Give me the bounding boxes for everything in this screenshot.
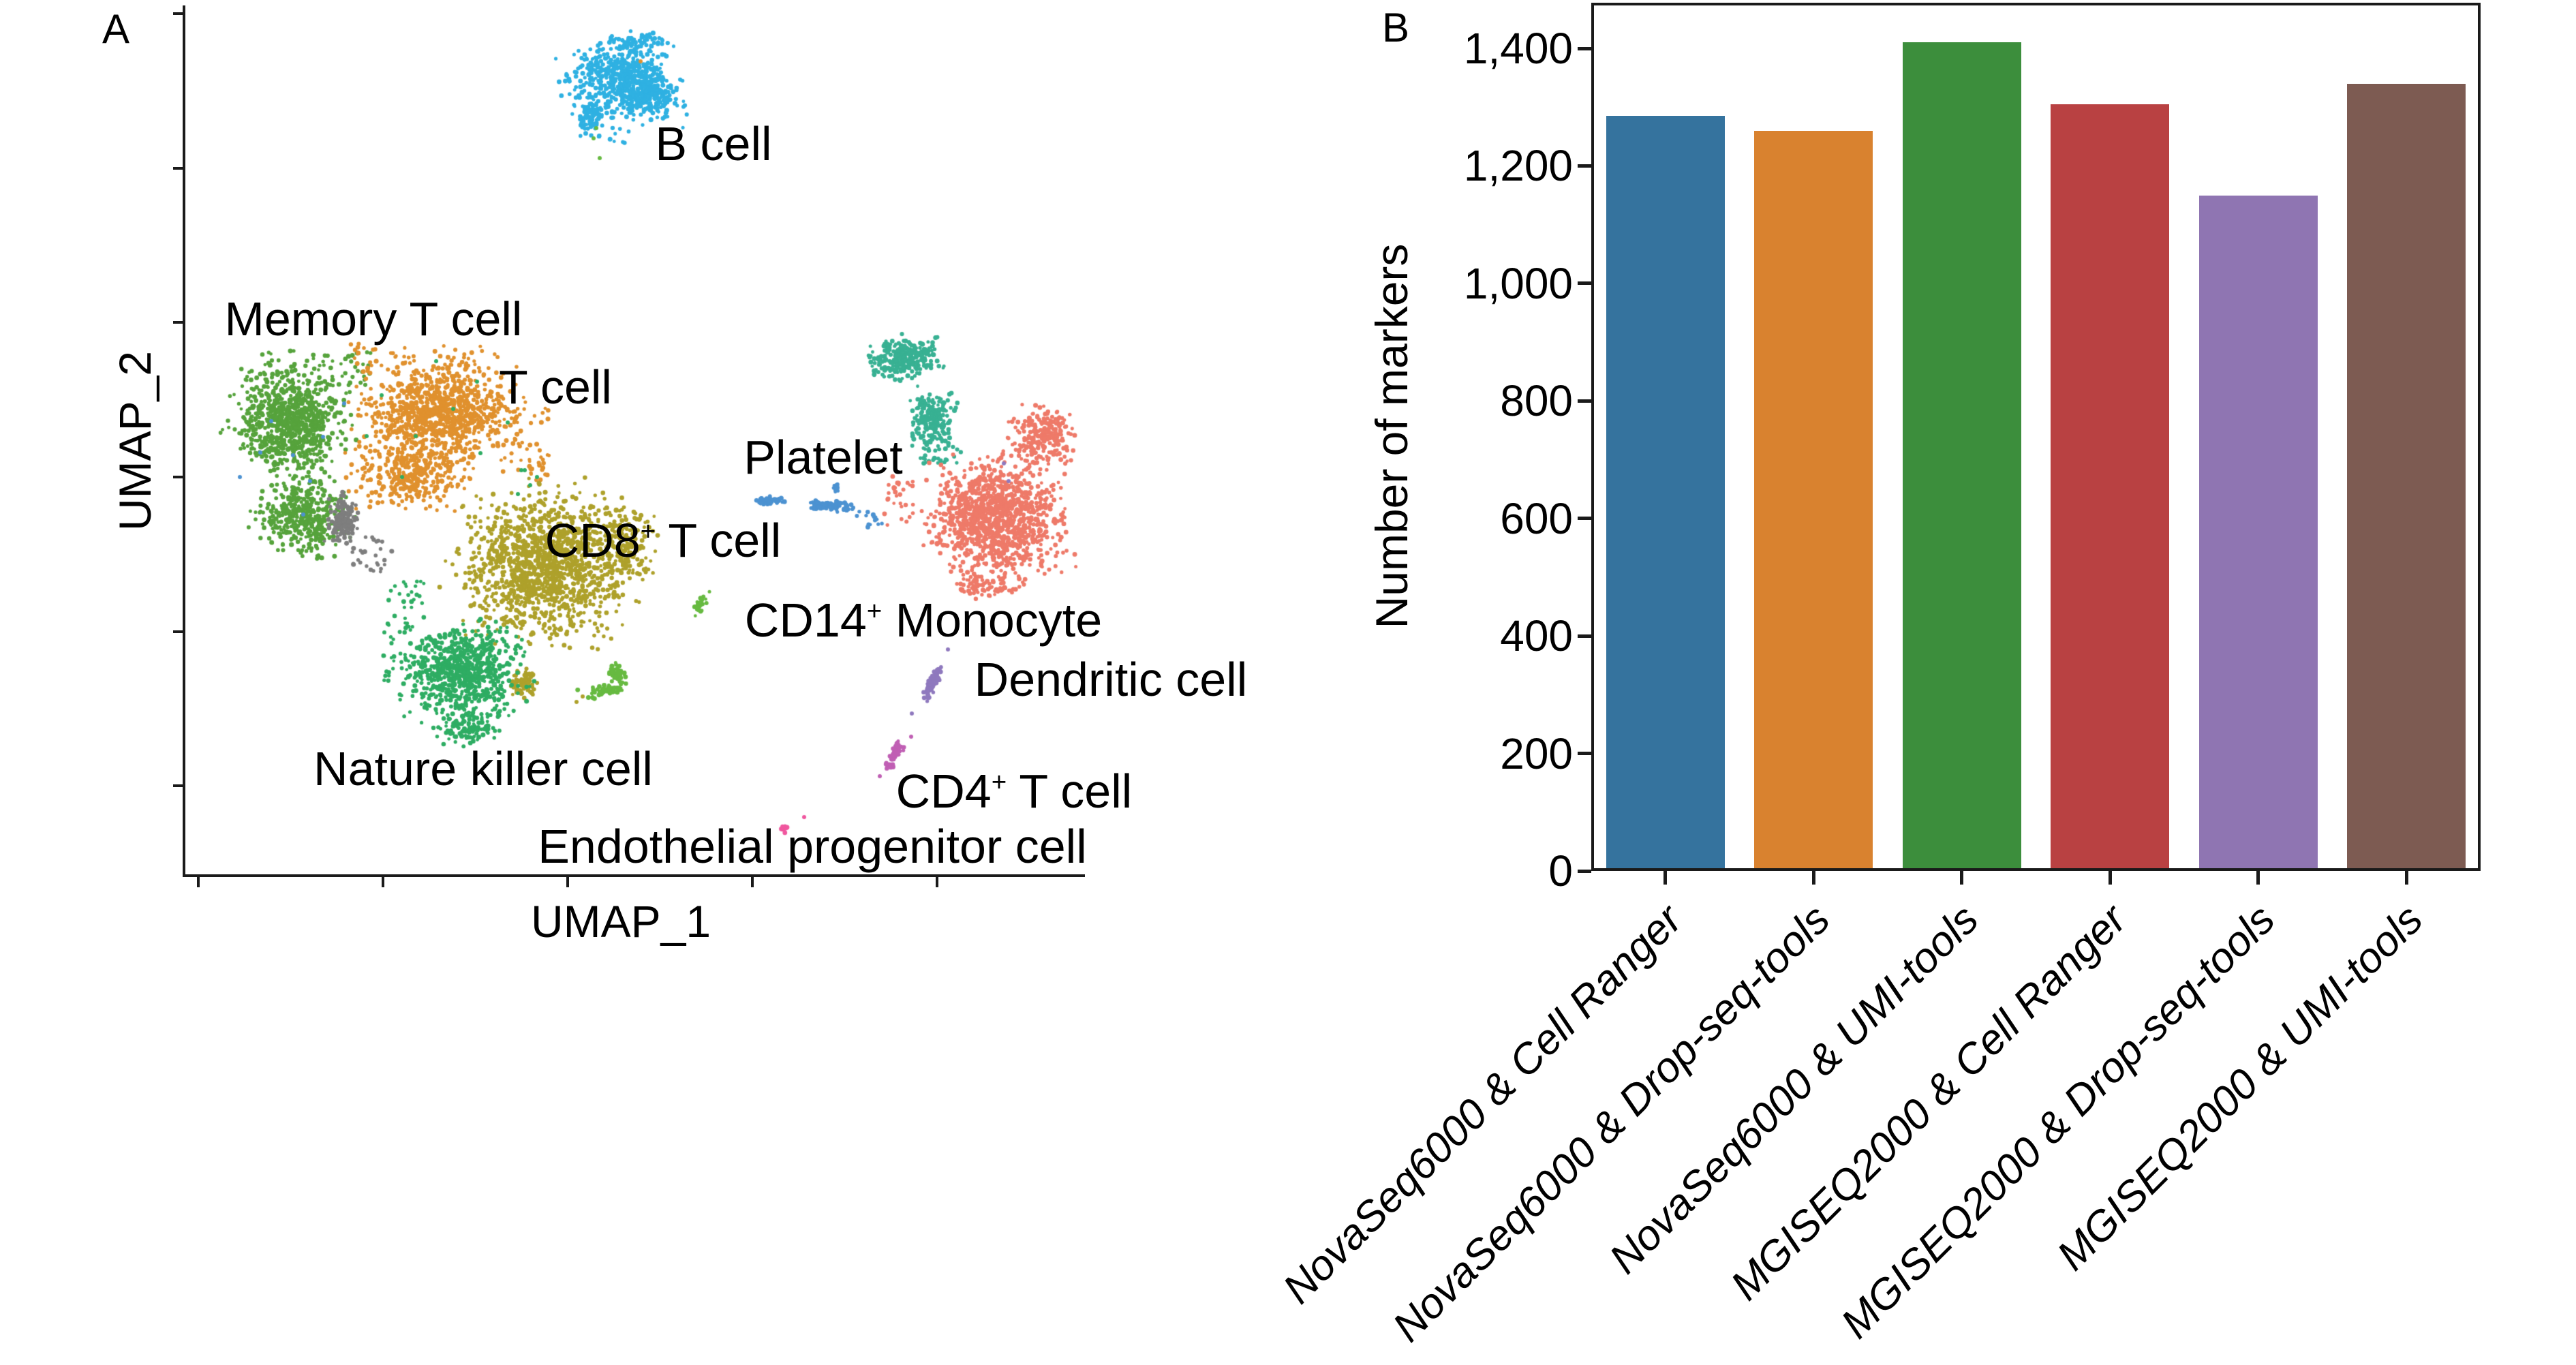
bar-ytick-label: 1,400 [1463, 24, 1573, 73]
bar-ytick-label: 0 [1548, 846, 1573, 895]
umap1-axis-label: UMAP_1 [530, 896, 711, 947]
umap-x-tick [936, 877, 938, 887]
umap-y-tick [173, 321, 183, 324]
umap-x-tick [751, 877, 754, 887]
bar-y-tick [1578, 399, 1591, 403]
umap-x-tick [566, 877, 569, 887]
bar-mgiseq2000-drop-seq-tools [2198, 195, 2318, 871]
cluster-label-endothelial-progenitor-cell: Endothelial progenitor cell [538, 820, 1087, 873]
bar-novaseq6000-umi-tools [1902, 42, 2021, 871]
bar-ytick-label: 1,000 [1463, 258, 1573, 308]
cluster-label-memory-t-cell: Memory T cell [224, 292, 523, 346]
bar-x-tick [1663, 871, 1668, 885]
umap-y-tick [173, 12, 183, 15]
bar-ytick-label: 1,200 [1463, 141, 1573, 191]
superscript-plus: + [866, 596, 883, 626]
bar-y-tick [1578, 634, 1591, 638]
umap-x-axis-spine [183, 874, 1085, 877]
bar-novaseq6000-cell-ranger [1606, 116, 1725, 871]
bar-ytick-label: 400 [1500, 611, 1573, 661]
superscript-plus: + [640, 517, 656, 547]
bar-ytick-label: 800 [1500, 376, 1573, 426]
bar-x-tick [1811, 871, 1815, 885]
umap-y-tick [173, 167, 183, 170]
umap2-axis-label: UMAP_2 [110, 350, 160, 532]
bar-x-tick [2404, 871, 2408, 885]
bar-y-tick [1578, 46, 1591, 50]
bar-mgiseq2000-cell-ranger [2051, 104, 2170, 871]
panel-b-letter: B [1382, 5, 1410, 50]
cluster-label-b-cell: B cell [655, 117, 772, 170]
cluster-label-cd8-t-cell: CD8+ T cell [545, 514, 782, 567]
bar-novaseq6000-drop-seq-tools [1754, 130, 1873, 871]
cluster-label-cd14-monocyte: CD14+ Monocyte [744, 594, 1103, 647]
bar-y-tick [1578, 752, 1591, 756]
bar-plot-frame [1591, 3, 2481, 871]
cluster-label-dendritic-cell: Dendritic cell [974, 653, 1248, 706]
cluster-label-t-cell: T cell [499, 361, 612, 414]
bar-x-tick [2256, 871, 2260, 885]
bar-y-tick [1578, 281, 1591, 286]
superscript-plus: + [991, 767, 1007, 797]
bar-x-tick [1960, 871, 1964, 885]
cluster-label-cd4-t-cell: CD4+ T cell [895, 765, 1133, 818]
umap-y-tick [173, 784, 183, 787]
cluster-label-platelet: Platelet [743, 431, 903, 484]
bar-ytick-label: 600 [1500, 493, 1573, 543]
bar-x-tick [2108, 871, 2112, 885]
bar-y-tick [1578, 517, 1591, 521]
umap-y-axis-spine [183, 5, 185, 877]
bar-mgiseq2000-umi-tools [2347, 83, 2466, 871]
umap-scatter-canvas [0, 0, 1159, 988]
bar-y-tick [1578, 869, 1591, 873]
umap-x-tick [382, 877, 384, 887]
umap-y-tick [173, 476, 183, 478]
umap-y-tick [173, 630, 183, 633]
bar-y-tick [1578, 164, 1591, 168]
cluster-label-nature-killer-cell: Nature killer cell [313, 742, 653, 795]
umap-x-tick [197, 877, 200, 887]
bar-ytick-label: 200 [1500, 728, 1573, 778]
